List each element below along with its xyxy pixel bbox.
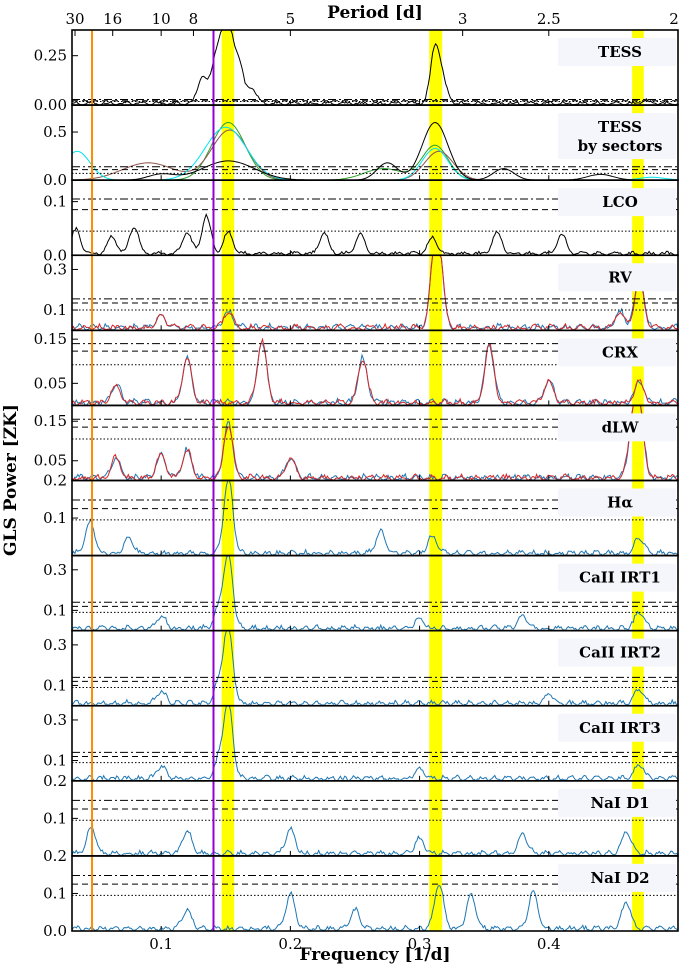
panel-4-label: RV [608, 268, 632, 286]
panel-12-label: NaI D2 [590, 869, 649, 887]
panel-6-label: dLW [602, 418, 640, 436]
panel-4-periodogram-line-red [72, 254, 678, 331]
panel-6-label-box [558, 413, 676, 442]
panel-11-label: NaI D1 [590, 794, 649, 812]
panel-9-ytick-label-2: 0.3 [43, 636, 67, 654]
panel-6-ytick-label-2: 0.15 [34, 412, 67, 430]
panel-1-ytick-label-1: 0.00 [34, 96, 67, 114]
panel-5-ytick-label-1: 0.05 [34, 374, 67, 392]
panel-12-label-box [558, 863, 676, 892]
panel-7-ytick-label-2: 0.2 [43, 472, 67, 490]
panel-8-ytick-label-2: 0.3 [43, 561, 67, 579]
panel-3-ytick-label-2: 0.1 [43, 193, 67, 211]
frequency-tick-label-1: 0.1 [149, 935, 173, 953]
period-tick-label-6: 3 [458, 10, 468, 28]
period-tick-label-3: 10 [152, 10, 171, 28]
frequency-axis-title: Frequency [1/d] [299, 945, 450, 965]
panel-4-ytick-label-2: 0.3 [43, 260, 67, 278]
panel-11-ytick-label-2: 0.2 [43, 772, 67, 790]
panel-5-periodogram-line-red [72, 337, 678, 407]
panel-9-ytick-label-1: 0.1 [43, 676, 67, 694]
period-tick-label-4: 8 [189, 10, 199, 28]
panel-8-label-box [558, 563, 676, 592]
panel-1-label: TESS [598, 43, 642, 61]
panel-7-label: Hα [607, 494, 633, 512]
frequency-tick-label-2: 0.2 [278, 935, 302, 953]
panel-5-label-box [558, 338, 676, 367]
period-axis-title: Period [d] [327, 3, 423, 23]
panel-9-label-box [558, 638, 676, 667]
panel-12-periodogram-line [72, 885, 678, 931]
panel-2-label-box [558, 113, 676, 160]
period-tick-label-7: 2.5 [537, 10, 561, 28]
panel-1-periodogram-line [72, 30, 678, 106]
period-tick-label-1: 30 [65, 10, 84, 28]
panel-1-label-box [558, 38, 676, 66]
panel-12-ytick-label-2: 0.1 [43, 884, 67, 902]
panel-8-ytick-label-1: 0.1 [43, 601, 67, 619]
panel-4-label-box [558, 263, 676, 292]
panel-12-ytick-label-1: 0.0 [43, 922, 67, 940]
frequency-tick-label-3: 0.3 [408, 935, 432, 953]
panel-9-label: CaII IRT2 [579, 644, 661, 662]
gls-power-axis-title: GLS Power [ZK] [1, 404, 21, 556]
panel-6-periodogram-line-red [72, 404, 678, 482]
panel-5-ytick-label-2: 0.15 [34, 330, 67, 348]
panel-12-ytick-label-3: 0.2 [43, 847, 67, 865]
panel-2-sector-curve-black [72, 121, 678, 181]
period-tick-label-2: 16 [103, 10, 122, 28]
panel-3-label: LCO [602, 193, 638, 211]
panel-11-label-box [558, 788, 676, 817]
panel-8-label: CaII IRT1 [579, 569, 661, 587]
panel-3-periodogram-line [72, 212, 678, 256]
panel-6-periodogram-line-blue [72, 404, 678, 482]
panel-5-label: CRX [602, 343, 638, 361]
frequency-tick-label-4: 0.4 [537, 935, 561, 953]
panel-6-ytick-label-1: 0.05 [34, 452, 67, 470]
panel-10-label-box [558, 713, 676, 742]
panel-2-ytick-label-2: 0.5 [43, 123, 67, 141]
panel-2-label: TESS [598, 118, 642, 136]
panel-7-ytick-label-1: 0.1 [43, 509, 67, 527]
panel-1-ytick-label-2: 0.25 [34, 47, 67, 65]
period-tick-label-8: 2 [669, 10, 679, 28]
panel-10-ytick-label-2: 0.3 [43, 711, 67, 729]
panel-7-label-box [558, 488, 676, 517]
panel-11-ytick-label-1: 0.1 [43, 809, 67, 827]
panel-10-ytick-label-1: 0.1 [43, 752, 67, 770]
panel-3-label-box [558, 188, 676, 217]
panel-3-ytick-label-1: 0.0 [43, 246, 67, 264]
panel-2-ytick-label-1: 0.0 [43, 171, 67, 189]
panel-2-label-line2: by sectors [578, 137, 663, 155]
panel-11-periodogram-line [72, 825, 678, 857]
period-tick-label-5: 5 [286, 10, 296, 28]
panel-4-ytick-label-1: 0.1 [43, 301, 67, 319]
panel-10-label: CaII IRT3 [579, 719, 661, 737]
